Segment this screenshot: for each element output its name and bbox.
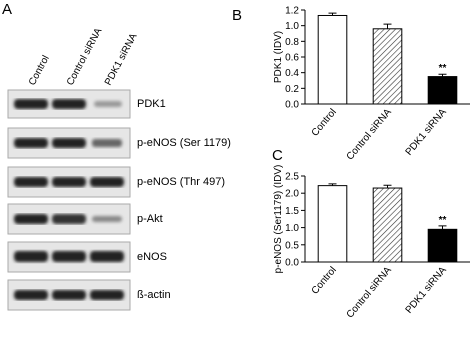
- y-tick-label: 0.5: [285, 240, 299, 251]
- row-label: p-Akt: [137, 213, 163, 225]
- x-tick-label: PDK1 siRNA: [404, 107, 449, 158]
- row-labels: PDK1 p-eNOS (Ser 1179) p-eNOS (Thr 497) …: [137, 98, 231, 301]
- y-tick-label: 0.6: [285, 53, 299, 64]
- row-label: p-eNOS (Thr 497): [137, 176, 225, 188]
- bar: [427, 228, 458, 263]
- y-tick-label: 0.8: [285, 37, 299, 48]
- y-tick-label: 0.2: [285, 84, 299, 95]
- y-tick-label: 1.5: [285, 206, 299, 217]
- y-tick-label: 1.0: [285, 223, 299, 234]
- y-tick-label: 0.4: [285, 68, 299, 79]
- x-tick-label: Control siRNA: [345, 107, 394, 163]
- row-label: ß-actin: [137, 289, 171, 301]
- row-label: PDK1: [137, 98, 166, 110]
- lane-label: Control siRNA: [65, 26, 105, 87]
- annotation: **: [439, 215, 447, 226]
- lane-labels: Control Control siRNA PDK1 siRNA: [27, 26, 140, 87]
- y-tick-label: 0.0: [285, 258, 299, 269]
- x-tick-label: Control: [310, 265, 339, 297]
- bar: [317, 14, 348, 105]
- panel-label: B: [232, 7, 242, 24]
- x-tick-label: Control: [310, 107, 339, 139]
- panel-label: A: [2, 1, 12, 18]
- y-tick-label: 1.2: [285, 6, 299, 17]
- panel-label: C: [272, 147, 283, 164]
- error-bar: [328, 183, 337, 186]
- lane-label: PDK1 siRNA: [103, 31, 140, 87]
- annotation: **: [439, 63, 447, 74]
- bar: [372, 28, 403, 105]
- blot-row: [7, 241, 131, 273]
- error-bar: [328, 12, 337, 16]
- blot-row: [7, 89, 131, 119]
- y-tick-label: 2.0: [285, 189, 299, 200]
- bar: [372, 187, 403, 263]
- y-axis-label: PDK1 (IDV): [273, 31, 284, 83]
- lane-label: Control: [27, 54, 52, 88]
- y-axis-label: p-eNOS (Ser1179) (IDV): [273, 165, 284, 274]
- error-bar: [438, 73, 447, 77]
- error-bar: [383, 184, 392, 189]
- blot-row: [7, 203, 131, 235]
- x-tick-label: Control siRNA: [345, 265, 394, 321]
- blot-row: [7, 127, 131, 159]
- row-label: p-eNOS (Ser 1179): [137, 137, 231, 149]
- row-label: eNOS: [137, 251, 167, 263]
- blot-row: [7, 166, 131, 198]
- bar: [317, 185, 348, 263]
- y-tick-label: 0.0: [285, 100, 299, 111]
- x-tick-label: PDK1 siRNA: [404, 265, 449, 316]
- y-tick-label: 2.5: [285, 172, 299, 183]
- bar: [427, 76, 458, 105]
- blot: [7, 89, 131, 311]
- blot-row: [7, 279, 131, 311]
- error-bar: [383, 23, 392, 29]
- y-tick-label: 1.0: [285, 21, 299, 32]
- error-bar: [438, 225, 447, 230]
